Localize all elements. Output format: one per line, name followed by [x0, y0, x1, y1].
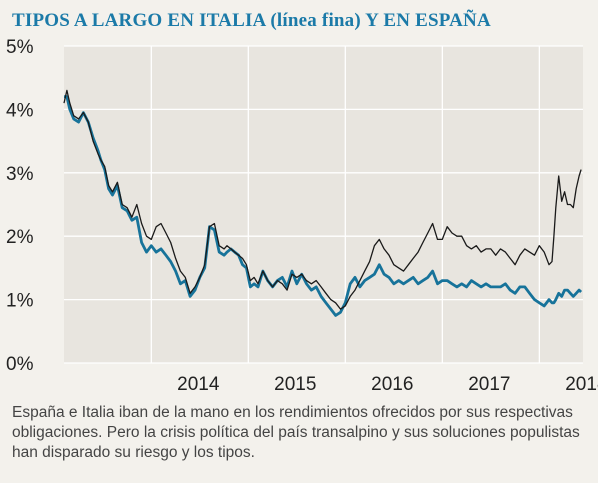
y-axis-tick-labels: 0% 1% 2% 3% 4% 5% — [6, 37, 34, 375]
y-tick-label: 1% — [6, 291, 34, 312]
x-tick-label: 2016 — [371, 374, 413, 395]
y-tick-label: 0% — [6, 354, 34, 375]
chart-title: TIPOS A LARGO EN ITALIA (línea fina) Y E… — [12, 10, 491, 31]
y-tick-label: 4% — [6, 100, 34, 121]
y-tick-label: 5% — [6, 37, 34, 58]
y-tick-label: 2% — [6, 227, 34, 248]
series-lines — [63, 89, 583, 317]
x-tick-label: 2015 — [274, 374, 316, 395]
x-tick-label: 2017 — [468, 374, 510, 395]
x-tick-label: 2018 — [565, 374, 598, 395]
x-axis-tick-labels: 2014 2015 2016 2017 2018 — [177, 374, 598, 395]
series-line-italy — [63, 89, 582, 310]
chart-caption: España e Italia iban de la mano en los r… — [12, 404, 580, 461]
series-line-spain — [64, 95, 583, 317]
x-tick-label: 2014 — [177, 374, 220, 395]
chart: 0% 1% 2% 3% 4% 5% 2014 2015 2016 2017 2018 — [6, 37, 598, 395]
plot-background — [64, 46, 583, 363]
y-tick-label: 3% — [6, 164, 34, 185]
